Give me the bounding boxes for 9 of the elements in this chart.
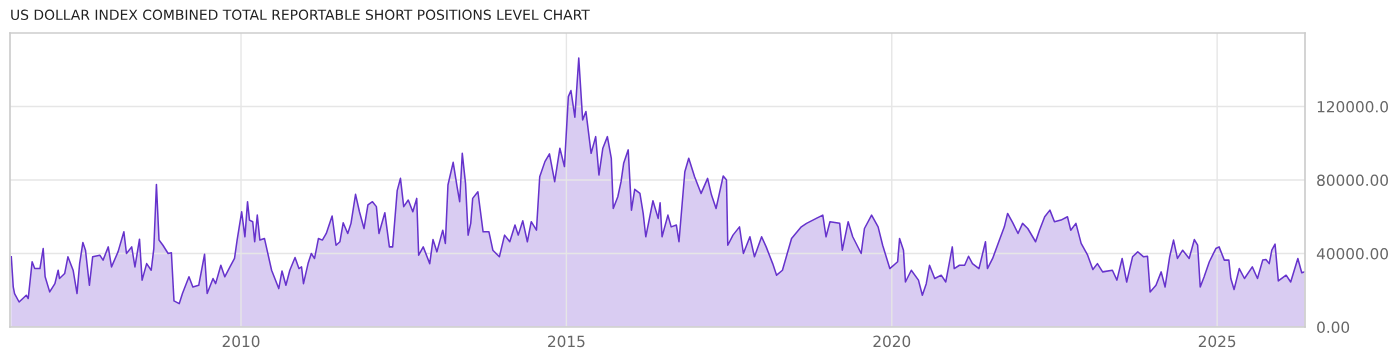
x-tick-label: 2010 [222,335,260,348]
x-tick-label: 2025 [1198,335,1236,348]
y-tick-label: 120000.0 [1317,100,1388,113]
y-tick-label: 0.00 [1317,321,1350,334]
x-tick-label: 2020 [873,335,911,348]
y-tick-label: 40000.00 [1316,247,1388,260]
chart-title: US DOLLAR INDEX COMBINED TOTAL REPORTABLE SHORT POSITIONS LEVEL CHART [11,9,590,21]
y-tick-label: 80000.00 [1317,174,1388,187]
x-tick-label: 2015 [548,335,585,348]
